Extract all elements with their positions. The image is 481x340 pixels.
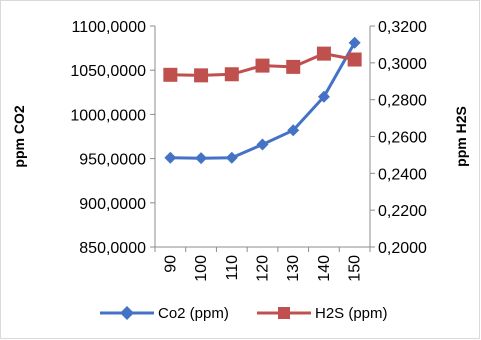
- left-tick-label: 1000,0000: [70, 107, 146, 124]
- x-tick-label: 110: [224, 255, 241, 281]
- left-axis-ticks: 1100,0000 1050,0000 1000,0000 950,0000 900,0…: [70, 19, 155, 257]
- series-layer: [163, 36, 362, 165]
- data-point-co2[interactable]: [256, 138, 269, 151]
- legend-marker-co2: [120, 306, 134, 320]
- series-co2: [164, 36, 361, 165]
- data-point-h2s[interactable]: [286, 59, 301, 74]
- x-tick-label: 130: [285, 255, 302, 282]
- right-tick-label: 0,2800: [378, 93, 427, 110]
- x-tick-label: 140: [316, 255, 333, 282]
- legend: Co2 (ppm) H2S (ppm): [100, 305, 388, 322]
- left-tick-label: 1050,0000: [70, 63, 146, 80]
- right-tick-label: 0,2200: [378, 203, 427, 220]
- left-tick-label: 1100,0000: [72, 19, 147, 36]
- left-tick-label: 900,0000: [79, 196, 146, 213]
- data-point-h2s[interactable]: [255, 58, 270, 73]
- right-tick-label: 0,2600: [378, 130, 427, 147]
- x-tick-label: 120: [255, 255, 272, 282]
- data-point-h2s[interactable]: [194, 68, 209, 83]
- data-point-h2s[interactable]: [316, 46, 331, 61]
- data-point-h2s[interactable]: [224, 67, 239, 82]
- data-point-co2[interactable]: [164, 151, 177, 164]
- left-axis-title: ppm CO2: [11, 105, 27, 167]
- legend-label-co2: Co2 (ppm): [158, 305, 229, 322]
- legend-label-h2s: H2S (ppm): [315, 305, 388, 322]
- data-point-co2[interactable]: [287, 124, 300, 137]
- x-tick-label: 150: [347, 255, 364, 282]
- x-tick-label: 100: [193, 255, 210, 282]
- right-tick-label: 0,3200: [378, 19, 427, 36]
- right-axis-title: ppm H2S: [453, 106, 469, 167]
- left-tick-label: 850,0000: [79, 240, 146, 257]
- right-tick-label: 0,3000: [378, 56, 427, 73]
- x-tick-label: 90: [162, 255, 179, 273]
- legend-item-h2s[interactable]: H2S (ppm): [257, 305, 388, 322]
- data-point-co2[interactable]: [317, 90, 330, 103]
- right-tick-label: 0,2000: [378, 240, 427, 257]
- data-point-h2s[interactable]: [347, 52, 362, 67]
- data-point-co2[interactable]: [348, 36, 361, 49]
- left-tick-label: 950,0000: [79, 152, 146, 169]
- data-point-co2[interactable]: [195, 152, 208, 165]
- x-axis-ticks: 90 100 110 120 130 140 150: [154, 247, 371, 282]
- right-tick-label: 0,2400: [378, 166, 427, 183]
- legend-item-co2[interactable]: Co2 (ppm): [100, 305, 229, 322]
- data-point-co2[interactable]: [225, 151, 238, 164]
- series-h2s: [163, 46, 362, 83]
- legend-marker-h2s: [278, 307, 290, 319]
- data-point-h2s[interactable]: [163, 67, 178, 82]
- right-axis-ticks: 0,3200 0,3000 0,2800 0,2600 0,2400 0,2200 0,20…: [370, 19, 427, 257]
